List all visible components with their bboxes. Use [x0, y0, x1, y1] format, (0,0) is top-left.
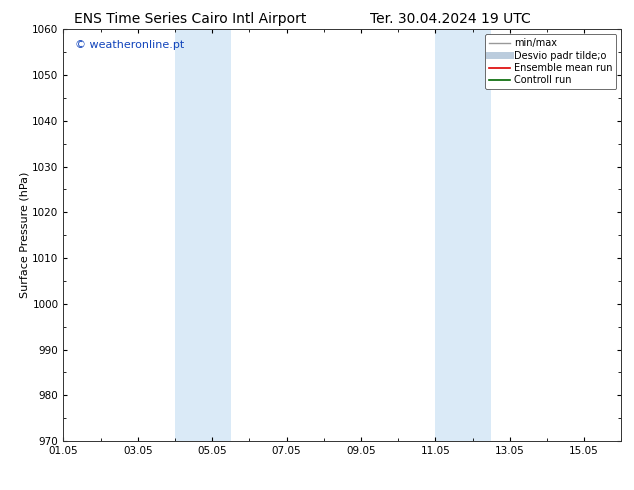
- Bar: [175, 29, 231, 441]
- Text: Ter. 30.04.2024 19 UTC: Ter. 30.04.2024 19 UTC: [370, 12, 531, 26]
- Legend: min/max, Desvio padr tilde;o, Ensemble mean run, Controll run: min/max, Desvio padr tilde;o, Ensemble m…: [485, 34, 616, 89]
- Y-axis label: Surface Pressure (hPa): Surface Pressure (hPa): [20, 172, 30, 298]
- Text: ENS Time Series Cairo Intl Airport: ENS Time Series Cairo Intl Airport: [74, 12, 306, 26]
- Bar: [436, 29, 491, 441]
- Text: © weatheronline.pt: © weatheronline.pt: [75, 40, 184, 49]
